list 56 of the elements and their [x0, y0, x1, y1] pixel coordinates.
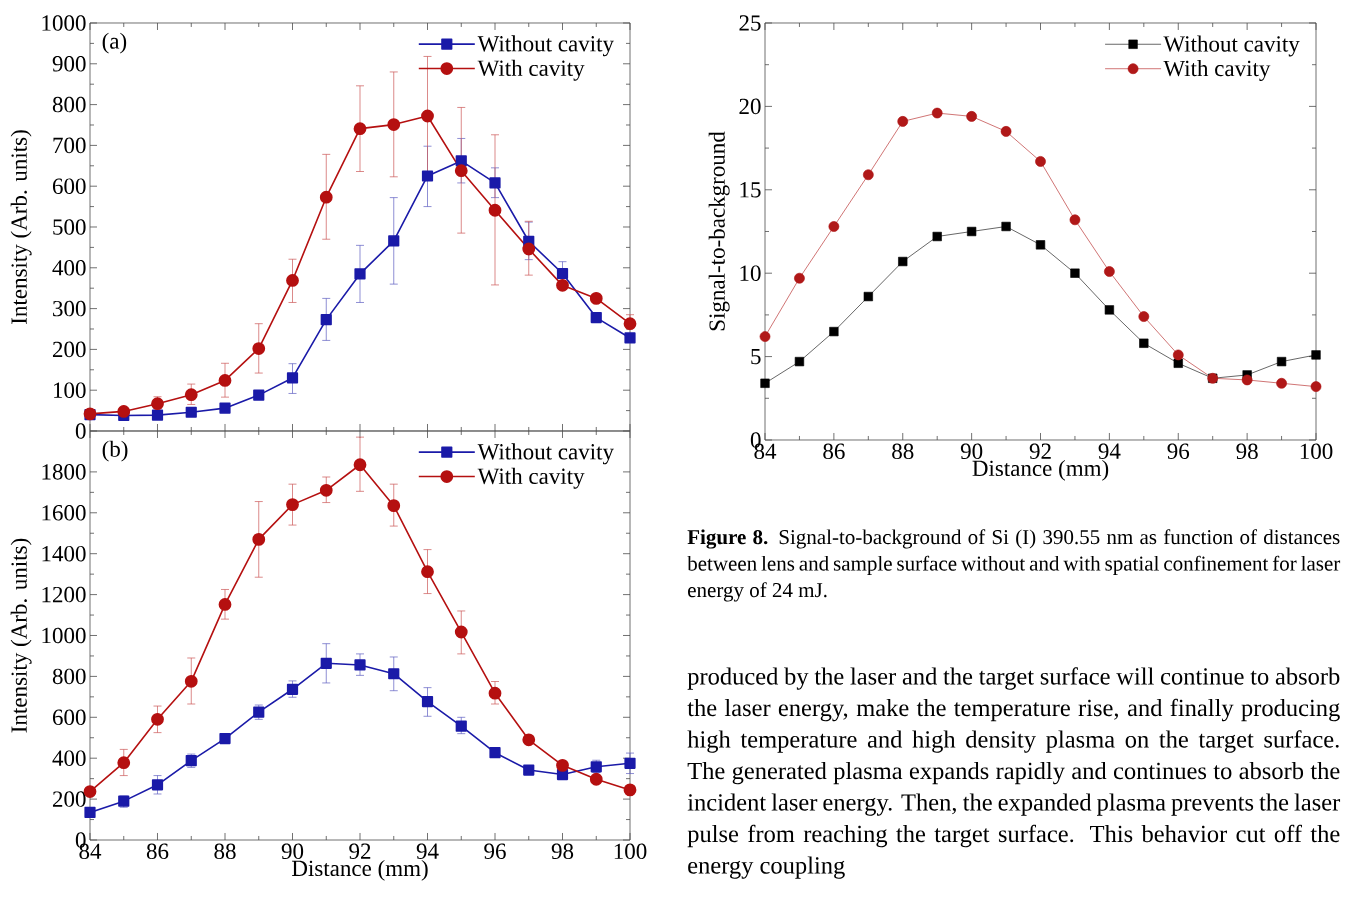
x-tick-label: 100: [614, 843, 647, 860]
y-tick-label: 15: [740, 182, 761, 198]
x-tick-label: 86: [146, 843, 169, 860]
y-tick-label: 10: [740, 265, 761, 281]
annotation: (b): [102, 440, 128, 462]
y-tick-label: 100: [53, 382, 86, 398]
x-tick-label: 94: [1098, 443, 1121, 459]
legend-label: Without cavity: [477, 35, 614, 57]
y-tick-label: 1600: [42, 505, 86, 521]
y-tick-label: 700: [53, 137, 86, 154]
y-tick-label: 400: [52, 260, 86, 276]
y-tick-label: 800: [52, 96, 86, 113]
x-tick-label: 88: [214, 843, 236, 860]
x-tick-label: 94: [416, 843, 439, 859]
y-tick-label: 600: [52, 178, 86, 194]
x-tick-label: 96: [1167, 443, 1190, 459]
y-tick-label: 1800: [42, 464, 86, 480]
y-tick-label: 200: [52, 341, 86, 358]
y-tick-label: 500: [53, 219, 86, 235]
y-tick-label: 400: [52, 750, 86, 766]
annotation: (a): [102, 32, 127, 54]
x-tick-label: 90: [960, 443, 983, 460]
legend-label: With cavity: [1163, 59, 1271, 81]
x-axis-title: Distance (mm): [972, 459, 1109, 481]
y-tick-label: 300: [53, 300, 86, 317]
y-tick-label: 900: [52, 56, 86, 72]
x-tick-label: 86: [823, 443, 845, 460]
legend-label: With cavity: [477, 59, 585, 81]
x-tick-label: 92: [349, 843, 371, 859]
x-tick-label: 98: [1236, 443, 1258, 460]
x-tick-label: 98: [551, 843, 574, 860]
x-tick-label: 90: [281, 843, 304, 860]
x-axis-title: Distance (mm): [292, 859, 428, 881]
legend-label: Without cavity: [477, 443, 614, 465]
y-axis-title: Intensity (Arb. units): [10, 130, 32, 324]
y-axis-title: Signal-to-background: [708, 131, 730, 331]
y-tick-label: 25: [739, 15, 761, 31]
y-tick-label: 800: [52, 668, 86, 685]
y-tick-label: 1000: [42, 15, 86, 31]
text: produced by the laser and the target surface will continue to absorb the laser energy, make the temperature rise, and finally producing high temperature and high density plasma on the target surface. The generated plasma expands rapidly and continues to absorb the incident laser energy. Then, the expanded plasma prevents the laser pulse from reaching the target surface. This behavior cut off the energy coupling: [687, 667, 1341, 879]
y-axis-title: Intensity (Arb. units): [10, 538, 32, 733]
y-tick-label: 1400: [42, 545, 86, 562]
x-tick-label: 92: [1029, 443, 1051, 459]
legend-label: Without cavity: [1163, 35, 1300, 57]
x-tick-label: 88: [892, 443, 914, 460]
y-tick-label: 200: [52, 791, 86, 807]
y-tick-label: 1000: [42, 627, 86, 644]
x-tick-label: 96: [484, 843, 506, 859]
y-tick-label: 0: [75, 423, 86, 439]
text: Figure 8. Signal-to-background of Si (I) 390.55 nm as function of distances between lens and sample surface without and with spatial confinement for laser energy of 24 mJ.: [687, 529, 1341, 602]
y-tick-label: 5: [751, 348, 761, 365]
x-tick-label: 100: [1300, 443, 1333, 460]
y-tick-label: 600: [52, 709, 86, 726]
y-tick-label: 1200: [42, 586, 86, 603]
y-tick-label: 20: [739, 98, 761, 115]
legend-label: With cavity: [477, 467, 585, 489]
